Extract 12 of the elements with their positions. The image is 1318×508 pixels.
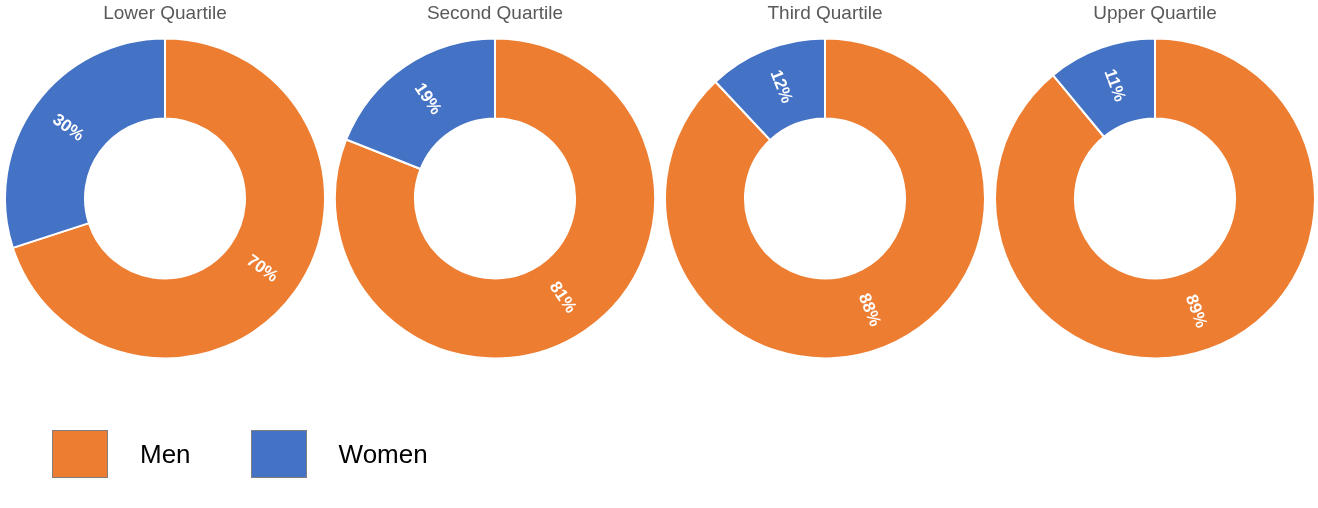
- data-label: 12%: [766, 67, 797, 106]
- data-label: 70%: [243, 250, 282, 286]
- chart-title: Second Quartile: [426, 1, 564, 23]
- chart-title: Upper Quartile: [1093, 1, 1217, 23]
- data-label: 88%: [854, 290, 886, 329]
- data-label: 11%: [1100, 66, 1130, 105]
- legend-label: Women: [338, 438, 428, 470]
- legend-label: Men: [140, 438, 191, 470]
- chart-title: Lower Quartile: [103, 1, 227, 23]
- data-label: 89%: [1181, 291, 1212, 331]
- chart-title: Third Quartile: [767, 1, 883, 23]
- data-label: 30%: [49, 109, 88, 145]
